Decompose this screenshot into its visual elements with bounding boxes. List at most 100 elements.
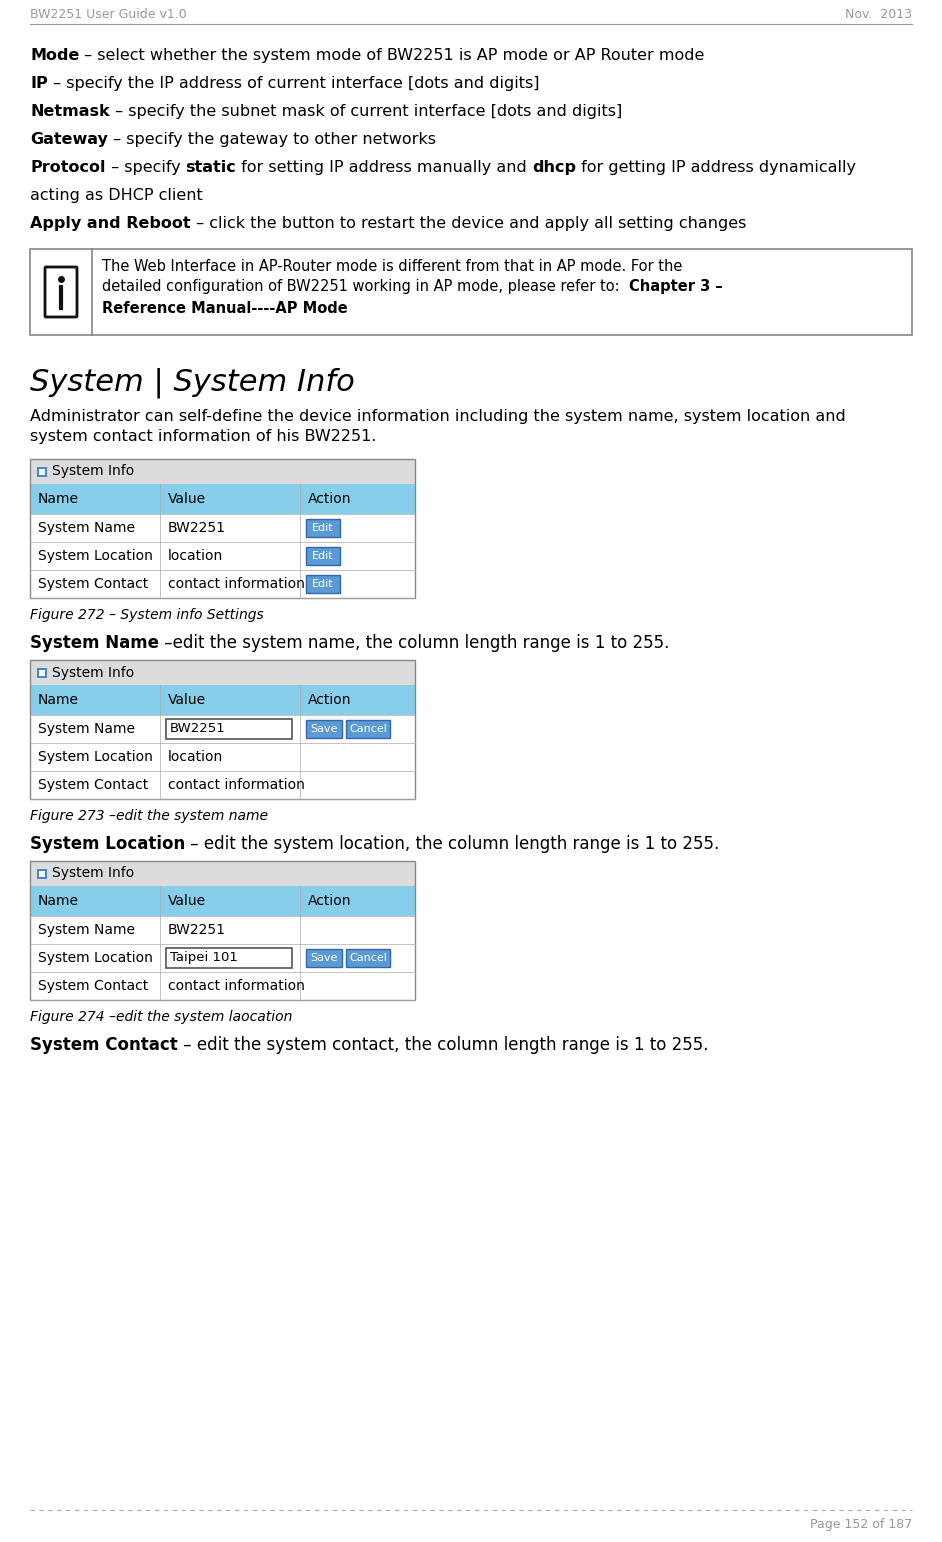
Text: Name: Name [38,894,79,908]
Text: Cancel: Cancel [349,725,387,734]
Text: dhcp: dhcp [532,160,576,174]
Text: for getting IP address dynamically: for getting IP address dynamically [576,160,856,174]
Bar [306,547,340,564]
Bar [30,860,415,887]
Text: – specify the subnet mask of current interface [dots and digits]: – specify the subnet mask of current int… [109,103,622,119]
Text: Name: Name [38,492,79,506]
Text: System Name: System Name [38,521,135,535]
Bar [166,948,292,968]
Text: IP: IP [30,76,48,91]
Text: contact information: contact information [168,779,305,793]
Text: – specify the IP address of current interface [dots and digits]: – specify the IP address of current inte… [48,76,539,91]
Text: BW2251: BW2251 [168,521,226,535]
Text: contact information: contact information [168,979,305,993]
FancyBboxPatch shape [45,267,77,318]
Text: Value: Value [168,492,206,506]
Text: Figure 273 –edit the system name: Figure 273 –edit the system name [30,810,268,823]
Text: System | System Info: System | System Info [30,367,355,398]
Text: BW2251: BW2251 [170,723,226,736]
Text: System Contact: System Contact [38,577,148,591]
Text: Cancel: Cancel [349,953,387,964]
Text: Value: Value [168,692,206,706]
Bar [37,467,47,476]
Text: BW2251: BW2251 [168,924,226,938]
Text: system contact information of his BW2251.: system contact information of his BW2251… [30,429,377,444]
Text: Page 152 of 187: Page 152 of 187 [810,1517,912,1531]
Bar [30,571,415,598]
Text: Figure 272 – System info Settings: Figure 272 – System info Settings [30,608,264,621]
Text: System Info: System Info [52,464,135,478]
Bar [37,668,47,677]
Text: Administrator can self-define the device information including the system name, : Administrator can self-define the device… [30,409,846,424]
Text: acting as DHCP client: acting as DHCP client [30,188,203,204]
Text: Apply and Reboot: Apply and Reboot [30,216,190,231]
Text: System Contact: System Contact [38,779,148,793]
Bar [39,871,45,876]
Bar [30,887,415,916]
Text: System Name: System Name [38,722,135,736]
Bar [306,948,342,967]
Text: BW2251 User Guide v1.0: BW2251 User Guide v1.0 [30,8,187,22]
Bar [30,660,415,685]
Text: for setting IP address manually and: for setting IP address manually and [236,160,532,174]
Text: Edit: Edit [312,523,333,534]
Text: Gateway: Gateway [30,133,108,146]
Bar [30,715,415,743]
Bar [30,248,912,335]
Text: System Location: System Location [38,749,153,763]
Bar [306,720,342,739]
Bar [30,916,415,944]
Bar [37,868,47,879]
Bar [39,469,45,475]
Bar [30,771,415,799]
Bar [30,743,415,771]
Bar [30,971,415,1001]
Text: – click the button to restart the device and apply all setting changes: – click the button to restart the device… [190,216,746,231]
Text: location: location [168,749,223,763]
Text: contact information: contact information [168,577,305,591]
Text: System Location: System Location [38,951,153,965]
Bar [306,520,340,537]
Text: Edit: Edit [312,550,333,561]
Text: Edit: Edit [312,578,333,589]
Bar [166,719,292,739]
Text: Chapter 3 –: Chapter 3 – [629,279,723,295]
Text: – select whether the system mode of BW2251 is AP mode or AP Router mode: – select whether the system mode of BW22… [79,48,705,63]
Bar [30,685,415,715]
Text: location: location [168,549,223,563]
Bar [30,460,415,484]
Text: Reference Manual----AP Mode: Reference Manual----AP Mode [102,301,348,316]
Text: static: static [186,160,236,174]
Bar [30,541,415,571]
Bar [30,860,415,1001]
Bar [30,660,415,799]
Text: Figure 274 –edit the system laocation: Figure 274 –edit the system laocation [30,1010,292,1024]
Bar [30,513,415,541]
Text: Save: Save [310,725,338,734]
Text: Mode: Mode [30,48,79,63]
Text: System Info: System Info [52,867,135,880]
Text: Netmask: Netmask [30,103,109,119]
Text: System Contact: System Contact [30,1036,178,1055]
Text: Action: Action [308,894,351,908]
Text: System Location: System Location [38,549,153,563]
Text: Name: Name [38,692,79,706]
Text: – edit the system contact, the column length range is 1 to 255.: – edit the system contact, the column le… [178,1036,708,1055]
Text: Value: Value [168,894,206,908]
Text: – specify the gateway to other networks: – specify the gateway to other networks [108,133,436,146]
Text: – specify: – specify [106,160,186,174]
Text: detailed configuration of BW2251 working in AP mode, please refer to:: detailed configuration of BW2251 working… [102,279,629,295]
Text: System Location: System Location [30,836,186,853]
Text: Nov.  2013: Nov. 2013 [845,8,912,22]
Bar [346,948,390,967]
Text: System Name: System Name [30,634,159,652]
Text: The Web Interface in AP-Router mode is different from that in AP mode. For the: The Web Interface in AP-Router mode is d… [102,259,682,274]
Text: Taipei 101: Taipei 101 [170,951,238,964]
Text: –edit the system name, the column length range is 1 to 255.: –edit the system name, the column length… [159,634,670,652]
Bar [30,484,415,513]
Text: Action: Action [308,492,351,506]
Text: System Info: System Info [52,666,135,680]
Bar [39,669,45,675]
Text: Save: Save [310,953,338,964]
Text: Protocol: Protocol [30,160,106,174]
